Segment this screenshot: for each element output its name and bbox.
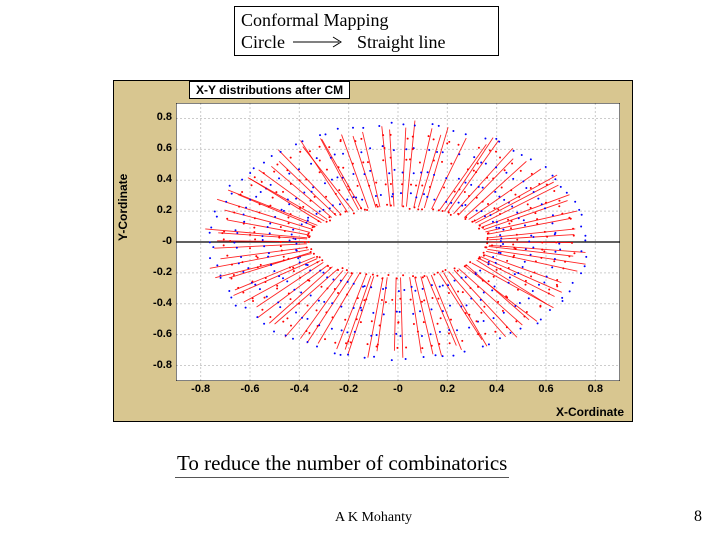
arrow-icon [293, 36, 349, 48]
y-axis-label: Y-Cordinate [116, 174, 130, 241]
header-left-word: Circle [241, 31, 285, 53]
x-tick-label: 0.4 [482, 383, 512, 395]
x-tick-label: 0.2 [432, 383, 462, 395]
y-tick-label: 0.4 [144, 173, 172, 185]
y-tick-label: -0.4 [144, 297, 172, 309]
header-right-word: Straight line [357, 31, 446, 53]
x-tick-label: -0.2 [334, 383, 364, 395]
y-tick-label: -0.8 [144, 359, 172, 371]
scatter-plot [176, 103, 620, 381]
y-tick-label: 0.2 [144, 204, 172, 216]
chart-area: X-Y distributions after CM Y-Cordinate X… [113, 80, 633, 422]
plot-region [176, 103, 620, 381]
caption: To reduce the number of combinatorics [175, 451, 509, 478]
x-tick-label: -0.8 [186, 383, 216, 395]
y-tick-label: 0.8 [144, 111, 172, 123]
header-line2: Circle Straight line [241, 31, 492, 53]
header-box: Conformal Mapping Circle Straight line [234, 6, 499, 56]
x-tick-label: 0.6 [531, 383, 561, 395]
header-line1: Conformal Mapping [241, 9, 492, 31]
y-tick-label: -0 [144, 235, 172, 247]
chart-title: X-Y distributions after CM [189, 81, 350, 99]
y-tick-label: -0.2 [144, 266, 172, 278]
x-tick-label: -0.6 [235, 383, 265, 395]
x-tick-label: 0.8 [580, 383, 610, 395]
x-tick-label: -0 [383, 383, 413, 395]
author: A K Mohanty [335, 510, 412, 526]
page-number: 8 [694, 508, 702, 526]
x-axis-label: X-Cordinate [556, 405, 624, 419]
x-tick-label: -0.4 [284, 383, 314, 395]
y-tick-label: 0.6 [144, 142, 172, 154]
y-tick-label: -0.6 [144, 328, 172, 340]
